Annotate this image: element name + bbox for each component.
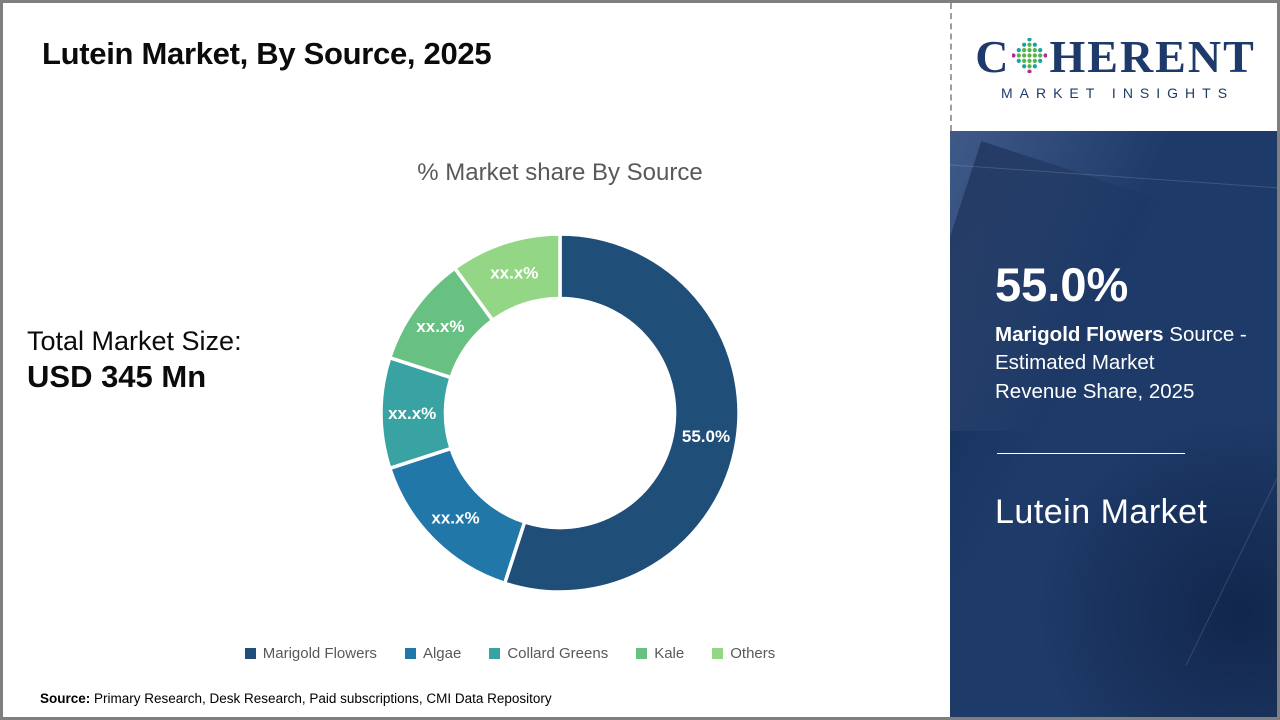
sidebar-panel: 55.0% Marigold Flowers Source - Estimate…	[950, 131, 1277, 717]
legend-swatch-icon	[489, 648, 501, 659]
map-texture-streak	[950, 131, 1277, 431]
slice-label-others: xx.x%	[490, 264, 538, 283]
stat-desc-line3: Revenue Share, 2025	[995, 379, 1195, 403]
sidebar-divider	[997, 453, 1185, 454]
legend-item-marigold-flowers: Marigold Flowers	[244, 645, 377, 662]
legend-label: Others	[730, 645, 776, 662]
source-note: Source: Primary Research, Desk Research,…	[40, 691, 552, 706]
logo-text-c: C	[975, 30, 1011, 82]
highlight-stat-description: Marigold Flowers Source - Estimated Mark…	[995, 321, 1247, 406]
chart-title: % Market share By Source	[417, 159, 703, 186]
legend-item-collard-greens: Collard Greens	[489, 645, 608, 662]
stat-desc-line2: Estimated Market	[995, 351, 1155, 375]
map-texture-patch	[1017, 397, 1277, 717]
page-title: Lutein Market, By Source, 2025	[42, 36, 492, 71]
legend-item-algae: Algae	[404, 645, 462, 662]
legend-item-others: Others	[712, 645, 775, 662]
stat-desc-bold: Marigold Flowers	[995, 323, 1164, 346]
total-market-size-label: Total Market Size:	[27, 326, 242, 356]
slice-label-marigold-flowers: 55.0%	[682, 427, 730, 446]
donut-chart: 55.0% xx.x% xx.x% xx.x% xx.x%	[379, 232, 741, 594]
legend-item-kale: Kale	[636, 645, 684, 662]
stat-desc-rest: Source -	[1163, 323, 1247, 346]
legend-swatch-icon	[404, 648, 416, 659]
legend-label: Collard Greens	[507, 645, 609, 662]
total-market-size: Total Market Size: USD 345 Mn	[27, 325, 242, 396]
highlight-stat-value: 55.0%	[995, 258, 1129, 311]
source-note-label: Source:	[40, 691, 91, 706]
legend-swatch-icon	[636, 648, 648, 659]
source-note-text: Primary Research, Desk Research, Paid su…	[90, 691, 552, 706]
stat-desc-line1: Marigold Flowers Source -	[995, 321, 1247, 349]
slice-label-collard-greens: xx.x%	[388, 404, 436, 423]
slice-label-kale: xx.x%	[416, 317, 464, 336]
legend-label: Marigold Flowers	[262, 645, 377, 662]
coherent-logo-dots-icon	[1012, 38, 1048, 73]
logo-tagline: MARKET INSIGHTS	[1000, 84, 1235, 101]
slice-label-algae: xx.x%	[431, 509, 479, 528]
logo-text-herent: HERENT	[1049, 30, 1256, 82]
sidebar-report-title: Lutein Market	[995, 493, 1208, 531]
donut-slice-others	[453, 232, 562, 323]
legend-swatch-icon	[712, 648, 724, 659]
legend-swatch-icon	[244, 648, 256, 659]
logo-area: C HERENT MARKET INSIGHTS	[950, 3, 1277, 131]
chart-legend: Marigold Flowers Algae Collard Greens Kale O…	[110, 645, 910, 662]
legend-label: Algae	[422, 645, 462, 662]
total-market-size-value: USD 345 Mn	[27, 358, 207, 394]
donut-slice-marigold-flowers	[502, 232, 741, 594]
legend-label: Kale	[654, 645, 685, 662]
coherent-logo: C HERENT	[975, 30, 1256, 82]
